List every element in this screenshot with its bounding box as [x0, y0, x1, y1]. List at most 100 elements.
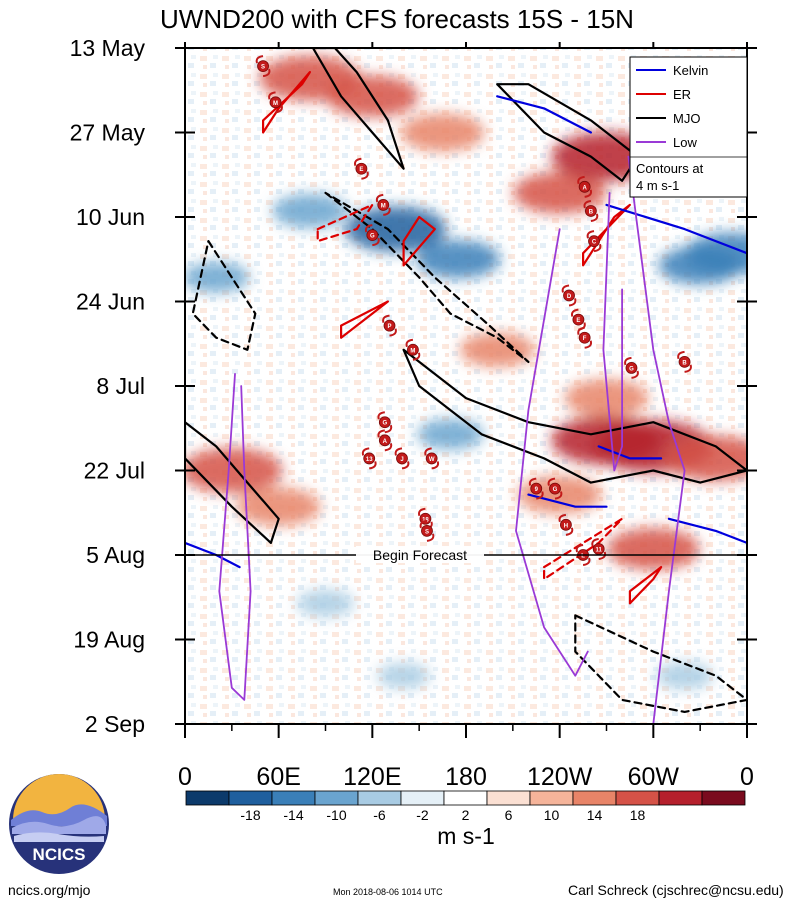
anomaly-blob	[655, 662, 714, 690]
storm-swirl	[583, 199, 599, 222]
storm-swirl	[677, 350, 692, 373]
storm-dot	[269, 96, 282, 109]
anomaly-blob	[400, 113, 485, 152]
storm-marker: G	[377, 411, 393, 434]
colorbar-tick-label: 6	[505, 807, 513, 823]
colorbar-swatch	[572, 790, 617, 806]
storm-dot	[378, 416, 391, 429]
storm-dot	[363, 452, 376, 465]
storm-dot	[425, 452, 438, 465]
y-tick-label: 10 Jun	[76, 204, 145, 230]
storm-label: L	[581, 554, 585, 560]
anomaly-blob	[664, 435, 747, 482]
colorbar-swatch	[228, 790, 273, 806]
x-tick-label: 120W	[527, 763, 593, 791]
y-tick-label: 8 Jul	[96, 373, 145, 399]
low-contour	[627, 155, 686, 724]
forecast-label: Begin Forecast	[373, 547, 467, 563]
kelvin-contour	[667, 517, 747, 544]
storm-swirl	[561, 284, 577, 307]
anomaly-blob	[185, 447, 283, 494]
axes: 13 May 27 May 10 Jun 24 Jun 8 Jul 22 Jul 5 Aug…	[70, 35, 757, 791]
storm-dot	[530, 482, 543, 495]
ncics-logo: NCICS	[9, 774, 109, 874]
kelvin-contour	[597, 445, 663, 460]
y-tick-label: 2 Sep	[85, 711, 145, 737]
x-tick-label: 0	[740, 763, 754, 791]
storm-swirl	[377, 429, 393, 452]
storm-marker: P	[382, 314, 397, 337]
storm-label: D	[567, 294, 572, 300]
storm-swirl	[361, 447, 377, 470]
colorbar-tick-label: -10	[326, 807, 346, 823]
y-tick-label: 19 Aug	[73, 627, 145, 653]
storm-swirl	[255, 55, 271, 78]
low-contour	[515, 228, 589, 677]
storm-dot	[383, 319, 396, 332]
storm-label: A	[383, 439, 388, 445]
storm-dot	[584, 205, 597, 217]
storm-marker: E	[354, 157, 369, 180]
storm-marker: D	[561, 284, 577, 307]
mjo-contour	[324, 191, 530, 363]
anomaly-blob	[376, 663, 431, 689]
storm-label: S	[425, 529, 429, 535]
storm-dot	[625, 361, 638, 374]
storm-marker: 11	[591, 537, 607, 560]
storm-marker: B	[583, 199, 599, 222]
storm-label: A	[582, 185, 587, 191]
low-contour	[602, 192, 623, 472]
legend-label: ER	[673, 87, 691, 102]
colorbar-tick-label: -14	[283, 807, 303, 823]
footer-left[interactable]: ncics.org/mjo	[8, 882, 91, 898]
storm-dot	[578, 331, 591, 344]
mjo-contour	[191, 240, 257, 351]
storm-marker: B	[677, 350, 692, 373]
er-contour	[543, 517, 624, 581]
er-contour	[316, 203, 374, 243]
footer-timestamp: Mon 2018-08-06 1014 UTC	[333, 887, 443, 897]
colorbar-swatch	[271, 790, 316, 806]
storm-swirl	[377, 411, 393, 434]
colorbar-swatch	[615, 790, 660, 806]
y-tick-label: 27 May	[70, 120, 146, 146]
storm-swirl	[558, 513, 574, 536]
forecast-label-bg	[356, 546, 484, 563]
legend: Kelvin ER MJO Low Contours at 4 m s-1	[629, 56, 748, 198]
colorbar-swatch	[185, 790, 230, 806]
storm-label: F	[583, 336, 587, 342]
storm-label: B	[589, 209, 594, 215]
storm-dot	[366, 229, 379, 242]
colorbar-swatch	[701, 790, 746, 806]
mjo-contour	[185, 421, 280, 544]
y-tick-label: 24 Jun	[76, 289, 145, 315]
y-tick-label: 5 Aug	[86, 542, 145, 568]
colorbar-unit-label: m s-1	[437, 823, 495, 849]
storm-swirl	[394, 447, 410, 470]
storm-swirl	[591, 537, 607, 560]
storm-label: E	[576, 318, 580, 324]
storm-swirl	[575, 544, 591, 566]
storm-marker: 13	[361, 447, 377, 470]
legend-label: Low	[673, 135, 697, 150]
storm-swirl	[354, 157, 369, 180]
storm-label: W	[429, 457, 435, 463]
anomaly-blob	[185, 261, 250, 293]
storm-dot	[563, 289, 575, 302]
colorbar-swatch	[400, 790, 445, 806]
legend-label: MJO	[673, 111, 700, 126]
storm-swirl	[528, 477, 544, 500]
legend-box	[629, 56, 748, 198]
colorbar-swatch	[314, 790, 359, 806]
storm-swirl	[586, 230, 602, 253]
er-contour	[628, 566, 663, 605]
storm-label: G	[370, 234, 375, 240]
storm-label: M	[410, 348, 415, 354]
storm-marker: S	[255, 55, 271, 78]
storm-swirl	[424, 447, 440, 470]
storm-dot	[377, 199, 390, 211]
legend-note: Contours at	[636, 161, 704, 176]
storm-label: J	[400, 457, 403, 463]
anomaly-blob	[459, 332, 535, 367]
